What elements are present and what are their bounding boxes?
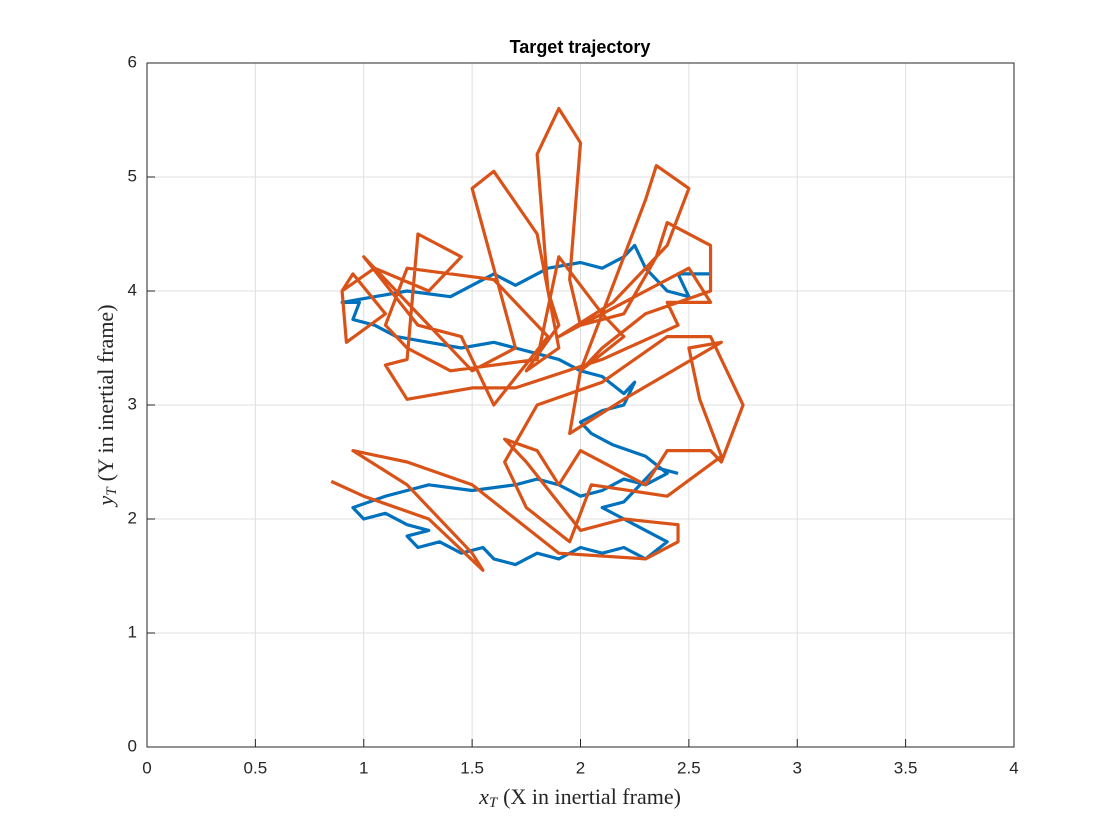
y-tick-label: 3 bbox=[128, 394, 137, 413]
lines bbox=[330, 107, 745, 572]
y-label-text: (Y in inertial frame) bbox=[93, 304, 118, 481]
x-label-symbol: x bbox=[478, 784, 489, 809]
x-label-subscript: T bbox=[489, 795, 499, 811]
y-tick-label: 4 bbox=[128, 280, 137, 299]
y-tick-label: 6 bbox=[128, 52, 137, 71]
x-axis-label: xT (X in inertial frame) bbox=[478, 784, 681, 811]
y-label-symbol: y bbox=[93, 496, 118, 508]
x-tick-label: 0.5 bbox=[244, 758, 268, 777]
trajectory-line bbox=[330, 107, 745, 572]
y-axis-label: yT (Y in inertial frame) bbox=[93, 304, 120, 507]
y-tick-label: 1 bbox=[128, 622, 137, 641]
y-tick-label: 2 bbox=[128, 508, 137, 527]
x-tick-label: 3 bbox=[793, 758, 802, 777]
x-tick-label: 1 bbox=[359, 758, 368, 777]
x-tick-label: 4 bbox=[1009, 758, 1018, 777]
y-tick-label: 0 bbox=[128, 736, 137, 755]
x-tick-label: 3.5 bbox=[894, 758, 918, 777]
y-tick-label: 5 bbox=[128, 166, 137, 185]
x-label-text: (X in inertial frame) bbox=[503, 784, 681, 809]
x-tick-label: 0 bbox=[142, 758, 151, 777]
y-label-subscript: T bbox=[104, 486, 120, 496]
x-tick-label: 2 bbox=[576, 758, 585, 777]
chart-title: Target trajectory bbox=[510, 37, 651, 57]
x-tick-label: 1.5 bbox=[460, 758, 484, 777]
x-tick-label: 2.5 bbox=[677, 758, 701, 777]
ticks: 0 0.5 1 1.5 2 2.5 3 3.5 4 0 1 2 3 4 5 6 bbox=[128, 52, 1019, 777]
